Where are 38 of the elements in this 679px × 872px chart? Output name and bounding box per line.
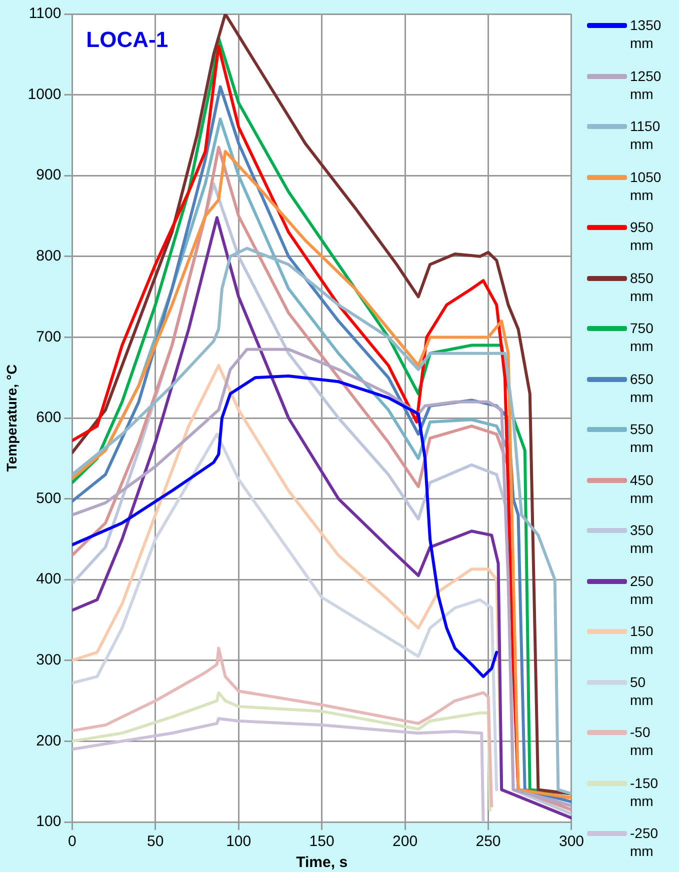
y-tick-label: 900 <box>36 166 62 184</box>
legend-label: -150 mm <box>630 774 660 810</box>
legend-label: 750 mm <box>630 319 654 355</box>
legend-label: 150 mm <box>630 622 654 658</box>
x-tick-label: 150 <box>309 833 334 850</box>
y-axis-title: Temperature, °C <box>3 364 20 472</box>
legend-label: -50 mm <box>630 723 654 759</box>
y-tick-label: 300 <box>36 652 62 669</box>
legend-label: 950 mm <box>630 218 654 254</box>
legend-label: 850 mm <box>630 268 654 304</box>
legend-label: -250 mm <box>630 824 660 860</box>
legend-label: 1250 mm <box>630 66 662 102</box>
legend-label: 1150 mm <box>630 117 662 153</box>
x-tick-label: 200 <box>392 833 418 850</box>
x-tick-label: 100 <box>226 833 252 850</box>
x-tick-label: 0 <box>68 833 76 850</box>
x-tick-label: 50 <box>147 833 164 850</box>
y-tick-label: 800 <box>36 248 62 265</box>
y-tick-label: 100 <box>36 813 62 830</box>
legend-label: 250 mm <box>630 572 654 608</box>
y-tick-label: 1100 <box>28 5 62 22</box>
y-tick-label: 1000 <box>28 86 62 103</box>
x-tick-label: 300 <box>558 833 584 850</box>
x-tick-label: 250 <box>476 833 501 850</box>
y-tick-label: 700 <box>36 328 62 346</box>
text: LOCA-1 <box>86 27 168 52</box>
legend-label: 1350 mm <box>630 16 662 52</box>
y-tick-label: 600 <box>36 409 62 426</box>
y-tick-label: 500 <box>36 490 62 507</box>
legend-label: 450 mm <box>630 470 654 506</box>
legend-label: 650 mm <box>630 370 654 406</box>
x-axis-title: Time, s <box>296 854 348 872</box>
legend-label: 50 mm <box>630 672 654 708</box>
legend-label: 550 mm <box>630 420 654 456</box>
y-tick-label: 400 <box>36 570 62 588</box>
y-tick-label: 200 <box>36 732 62 750</box>
legend-label: 1050 mm <box>630 168 662 204</box>
legend-label: 350 mm <box>630 521 654 557</box>
